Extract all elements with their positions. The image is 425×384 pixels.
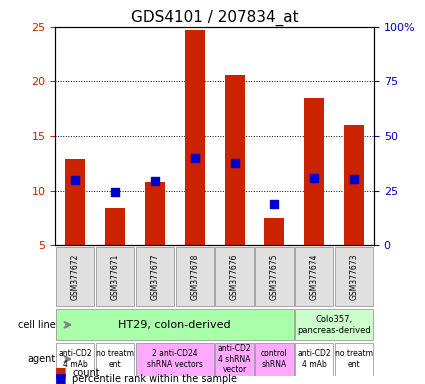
Text: GSM377675: GSM377675	[270, 253, 279, 300]
Bar	[65, 159, 85, 245]
Text: GSM377674: GSM377674	[310, 253, 319, 300]
Point	[72, 177, 79, 183]
Text: HT29, colon-derived: HT29, colon-derived	[119, 320, 231, 330]
Bar	[145, 182, 165, 245]
Point	[191, 155, 198, 161]
FancyBboxPatch shape	[56, 247, 94, 306]
Point	[271, 201, 278, 207]
FancyBboxPatch shape	[215, 247, 254, 306]
Text: Colo357,
pancreas-derived: Colo357, pancreas-derived	[297, 315, 371, 334]
FancyBboxPatch shape	[295, 343, 333, 376]
Text: control
shRNA: control shRNA	[261, 349, 288, 369]
Text: 2 anti-CD24
shRNA vectors: 2 anti-CD24 shRNA vectors	[147, 349, 203, 369]
Text: GSM377673: GSM377673	[350, 253, 359, 300]
Text: GSM377678: GSM377678	[190, 253, 199, 300]
Text: GSM377672: GSM377672	[71, 253, 79, 300]
Text: GSM377676: GSM377676	[230, 253, 239, 300]
Text: anti-CD2
4 mAb: anti-CD2 4 mAb	[298, 349, 331, 369]
Point	[351, 175, 357, 182]
Text: ■: ■	[55, 365, 67, 378]
Text: GSM377671: GSM377671	[110, 253, 119, 300]
Text: count: count	[72, 368, 100, 378]
Bar	[304, 98, 324, 245]
Bar	[344, 125, 364, 245]
FancyBboxPatch shape	[136, 343, 214, 376]
FancyBboxPatch shape	[176, 247, 214, 306]
FancyBboxPatch shape	[96, 343, 134, 376]
Text: ■: ■	[55, 371, 67, 384]
Bar	[185, 30, 205, 245]
Point	[311, 174, 317, 180]
FancyBboxPatch shape	[295, 310, 373, 340]
FancyBboxPatch shape	[136, 247, 174, 306]
Text: agent: agent	[28, 354, 56, 364]
Text: anti-CD2
4 mAb: anti-CD2 4 mAb	[58, 349, 92, 369]
FancyBboxPatch shape	[56, 343, 94, 376]
FancyBboxPatch shape	[335, 343, 373, 376]
Point	[112, 189, 119, 195]
Bar	[105, 208, 125, 245]
FancyBboxPatch shape	[335, 247, 373, 306]
Text: anti-CD2
4 shRNA
vector: anti-CD2 4 shRNA vector	[218, 344, 251, 374]
Point	[151, 178, 158, 184]
FancyBboxPatch shape	[255, 247, 294, 306]
Text: GSM377677: GSM377677	[150, 253, 159, 300]
Text: no treatm
ent: no treatm ent	[96, 349, 134, 369]
Title: GDS4101 / 207834_at: GDS4101 / 207834_at	[131, 9, 298, 25]
Bar	[264, 218, 284, 245]
FancyBboxPatch shape	[215, 343, 254, 376]
Text: percentile rank within the sample: percentile rank within the sample	[72, 374, 237, 384]
Bar	[224, 75, 244, 245]
Text: cell line: cell line	[18, 320, 56, 330]
Text: no treatm
ent: no treatm ent	[335, 349, 373, 369]
FancyBboxPatch shape	[96, 247, 134, 306]
FancyBboxPatch shape	[255, 343, 294, 376]
FancyBboxPatch shape	[56, 310, 294, 340]
FancyBboxPatch shape	[295, 247, 333, 306]
Point	[231, 160, 238, 166]
